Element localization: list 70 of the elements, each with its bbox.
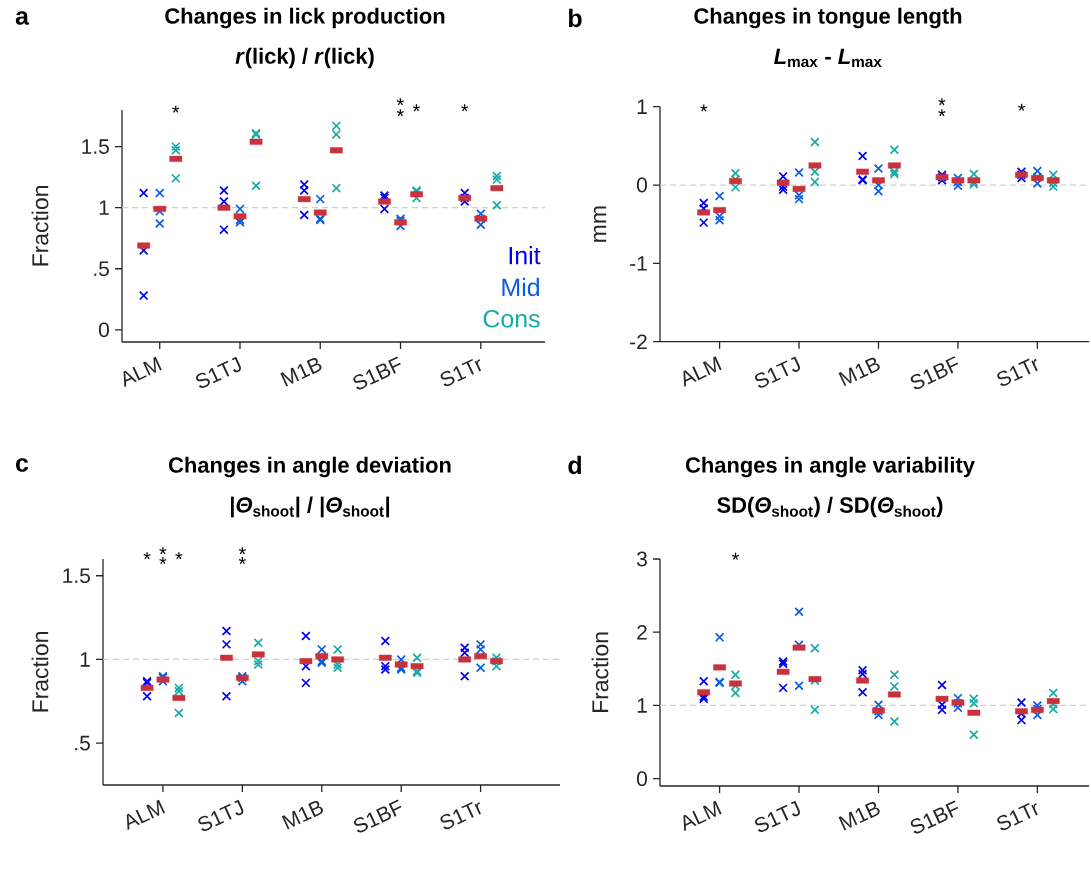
y-tick-label: 1.5: [63, 568, 90, 584]
x-tick-label: M1B: [281, 801, 324, 830]
y-axis-title: Fraction: [31, 632, 49, 712]
text: *: [396, 98, 404, 106]
x-tick-label: S1Tr: [440, 358, 482, 387]
x-tick-label: M1B: [838, 357, 880, 387]
chart-subtitle: L$_{max}$ - L$_{max}$: [774, 48, 882, 68]
y-tick-label: 1.5: [82, 139, 109, 154]
y-tick-label: 0: [98, 322, 109, 338]
annotation: *: [461, 104, 469, 112]
text: Mid: [502, 277, 539, 297]
y-axis-title: Fraction: [591, 632, 609, 713]
x-tick-label: S1BF: [910, 356, 959, 390]
annotation: *: [1018, 103, 1026, 111]
x-tick-label: S1Tr: [440, 801, 481, 830]
y-axis-title: mm: [593, 206, 607, 242]
chart-subtitle: SD(Θ$_{shoot}$) / SD(Θ$_{shoot}$): [717, 496, 943, 518]
annotation: *: [143, 552, 151, 560]
y-tick-label: 1: [99, 200, 109, 215]
chart-title: Changes in angle variability: [685, 456, 975, 478]
text: *: [238, 547, 246, 555]
y-tick-label: -2: [630, 334, 647, 349]
text: b: [569, 8, 582, 28]
x-tick-label: S1Tr: [997, 802, 1038, 831]
x-tick-label: ALM: [123, 356, 162, 388]
annotation: *: [238, 557, 246, 565]
x-tick-label: ALM: [683, 356, 722, 387]
y-tick-label: 1: [80, 652, 90, 667]
x-tick-label: S1TJ: [195, 356, 241, 388]
annotation: *: [396, 109, 404, 117]
y-tick-label: .5: [94, 261, 109, 277]
y-tick-label: 2: [637, 624, 647, 640]
y-axis-title: Fraction: [31, 186, 49, 266]
x-tick-label: S1BF: [353, 356, 401, 390]
y-tick-label: 1: [637, 99, 647, 114]
x-tick-label: S1TJ: [754, 356, 801, 388]
chart-subtitle: r(lick) / r(lick): [235, 47, 374, 69]
x-tick-label: ALM: [126, 799, 165, 831]
annotation: *: [938, 109, 946, 117]
text: d: [568, 455, 581, 475]
annotation: *: [700, 104, 708, 112]
x-tick-label: S1TJ: [754, 800, 801, 832]
x-tick-label: S1Tr: [997, 358, 1038, 386]
x-tick-label: ALM: [683, 800, 722, 832]
text: Cons: [483, 309, 540, 328]
text: Init: [509, 246, 541, 265]
text: c: [16, 458, 29, 472]
chart-title: Changes in tongue length: [694, 7, 962, 29]
y-tick-label: 3: [636, 551, 647, 567]
text: *: [938, 98, 946, 106]
y-tick-label: 1: [637, 698, 647, 713]
chart-subtitle: |Θ$_{shoot}$| / |Θ$_{shoot}$|: [230, 496, 390, 518]
annotation: *: [412, 104, 420, 112]
text: *: [159, 547, 167, 555]
y-tick-label: 0: [636, 177, 647, 193]
y-tick-label: -1: [630, 256, 647, 271]
annotation: *: [159, 557, 167, 565]
x-tick-label: M1B: [280, 358, 322, 387]
annotation: *: [731, 552, 740, 560]
y-tick-label: .5: [75, 735, 90, 751]
x-tick-label: S1BF: [910, 800, 959, 834]
annotation: *: [175, 552, 183, 560]
chart-title: Changes in lick production: [165, 7, 445, 29]
x-tick-label: S1BF: [353, 799, 402, 833]
chart-title: Changes in angle deviation: [169, 456, 451, 478]
x-tick-label: M1B: [838, 802, 880, 831]
y-tick-label: 0: [636, 771, 647, 787]
x-tick-label: S1TJ: [198, 799, 244, 831]
text: a: [15, 11, 30, 25]
annotation: *: [172, 105, 180, 113]
